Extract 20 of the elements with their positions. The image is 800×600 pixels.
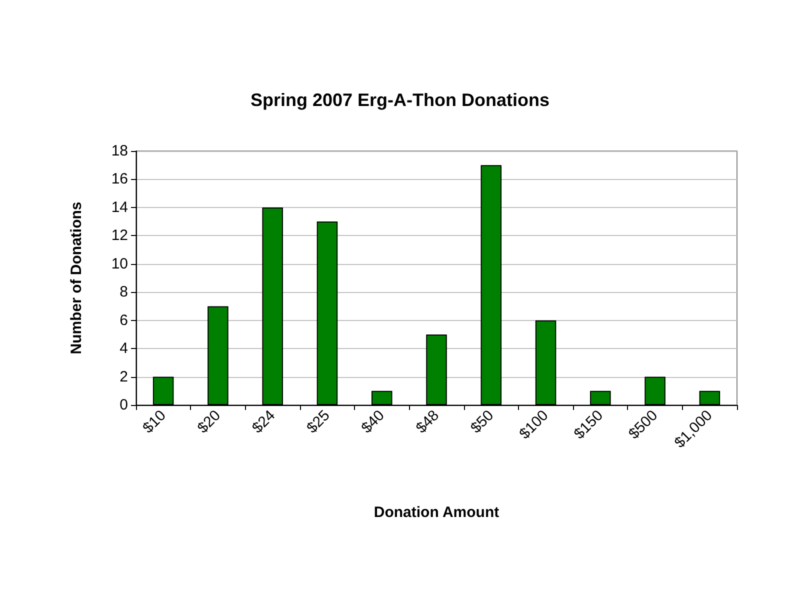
x-tick-label: $24 bbox=[248, 406, 279, 437]
x-tick-label: $40 bbox=[358, 406, 388, 437]
x-tick-label: $10 bbox=[140, 406, 170, 437]
y-tick-label: 4 bbox=[120, 340, 128, 358]
y-tick-label: 10 bbox=[111, 255, 128, 272]
y-tick-label: 2 bbox=[120, 368, 128, 386]
y-tick-label: 16 bbox=[111, 170, 128, 188]
x-tick-label: $20 bbox=[194, 406, 224, 437]
x-tick-label: $25 bbox=[304, 406, 334, 437]
chart-title: Spring 2007 Erg-A-Thon Donations bbox=[250, 90, 550, 110]
y-tick-label: 18 bbox=[111, 142, 128, 160]
y-tick-label: 8 bbox=[120, 284, 128, 301]
x-tick-label: $50 bbox=[467, 406, 498, 437]
x-axis-title: Donation Amount bbox=[374, 504, 500, 521]
y-axis-title: Number of Donations bbox=[68, 202, 85, 354]
x-tick-label: $48 bbox=[412, 406, 443, 437]
y-tick-label: 6 bbox=[120, 312, 128, 329]
y-tick-label: 0 bbox=[120, 396, 128, 414]
y-tick-label: 12 bbox=[111, 227, 128, 244]
y-tick-label: 14 bbox=[111, 198, 128, 216]
